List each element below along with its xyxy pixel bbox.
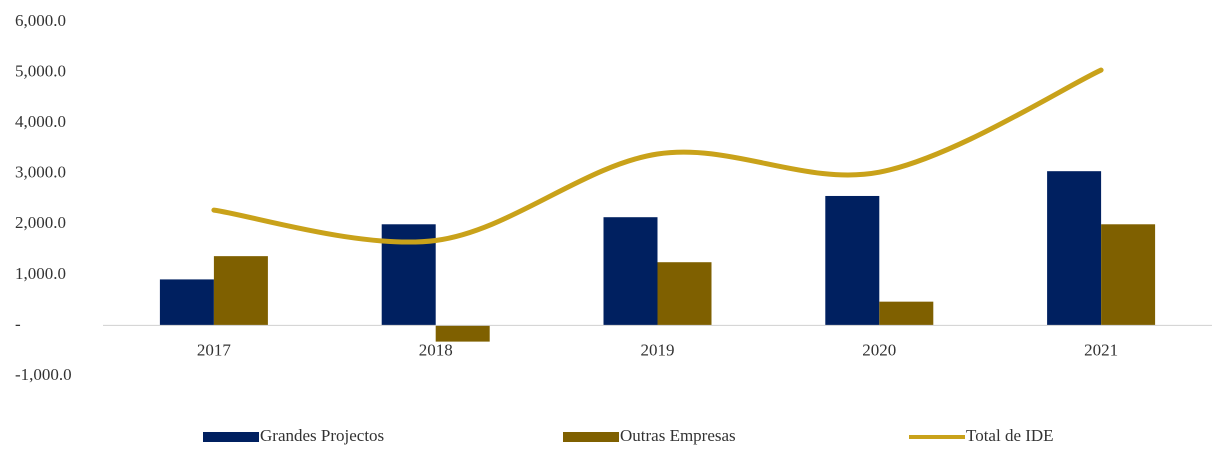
x-tick-label: 2021 (1084, 340, 1118, 359)
y-tick-label: 3,000.0 (15, 163, 66, 182)
y-tick-label: 5,000.0 (15, 61, 66, 80)
bar (657, 262, 712, 326)
y-tick-label: 4,000.0 (15, 112, 66, 131)
bar (213, 256, 268, 326)
x-tick-label: 2018 (419, 340, 453, 359)
bar (879, 301, 934, 326)
bar (159, 279, 214, 326)
legend-swatch (203, 432, 259, 442)
bar (435, 325, 490, 342)
x-tick-label: 2020 (862, 340, 896, 359)
line (211, 67, 1104, 245)
y-tick-label: 2,000.0 (15, 213, 66, 232)
legend-label: Total de IDE (966, 426, 1054, 445)
x-tick-label: 2017 (197, 340, 232, 359)
bar (825, 195, 880, 326)
legend-label: Grandes Projectos (260, 426, 384, 445)
bar (1101, 224, 1156, 326)
bar (603, 217, 658, 326)
y-tick-label: 6,000.0 (15, 11, 66, 30)
y-tick-label: - (15, 314, 21, 333)
bar (1047, 171, 1102, 326)
y-tick-label: 1,000.0 (15, 264, 66, 283)
legend-swatch (563, 432, 619, 442)
legend-label: Outras Empresas (620, 426, 736, 445)
y-tick-label: -1,000.0 (15, 365, 72, 384)
x-tick-label: 2019 (641, 340, 675, 359)
